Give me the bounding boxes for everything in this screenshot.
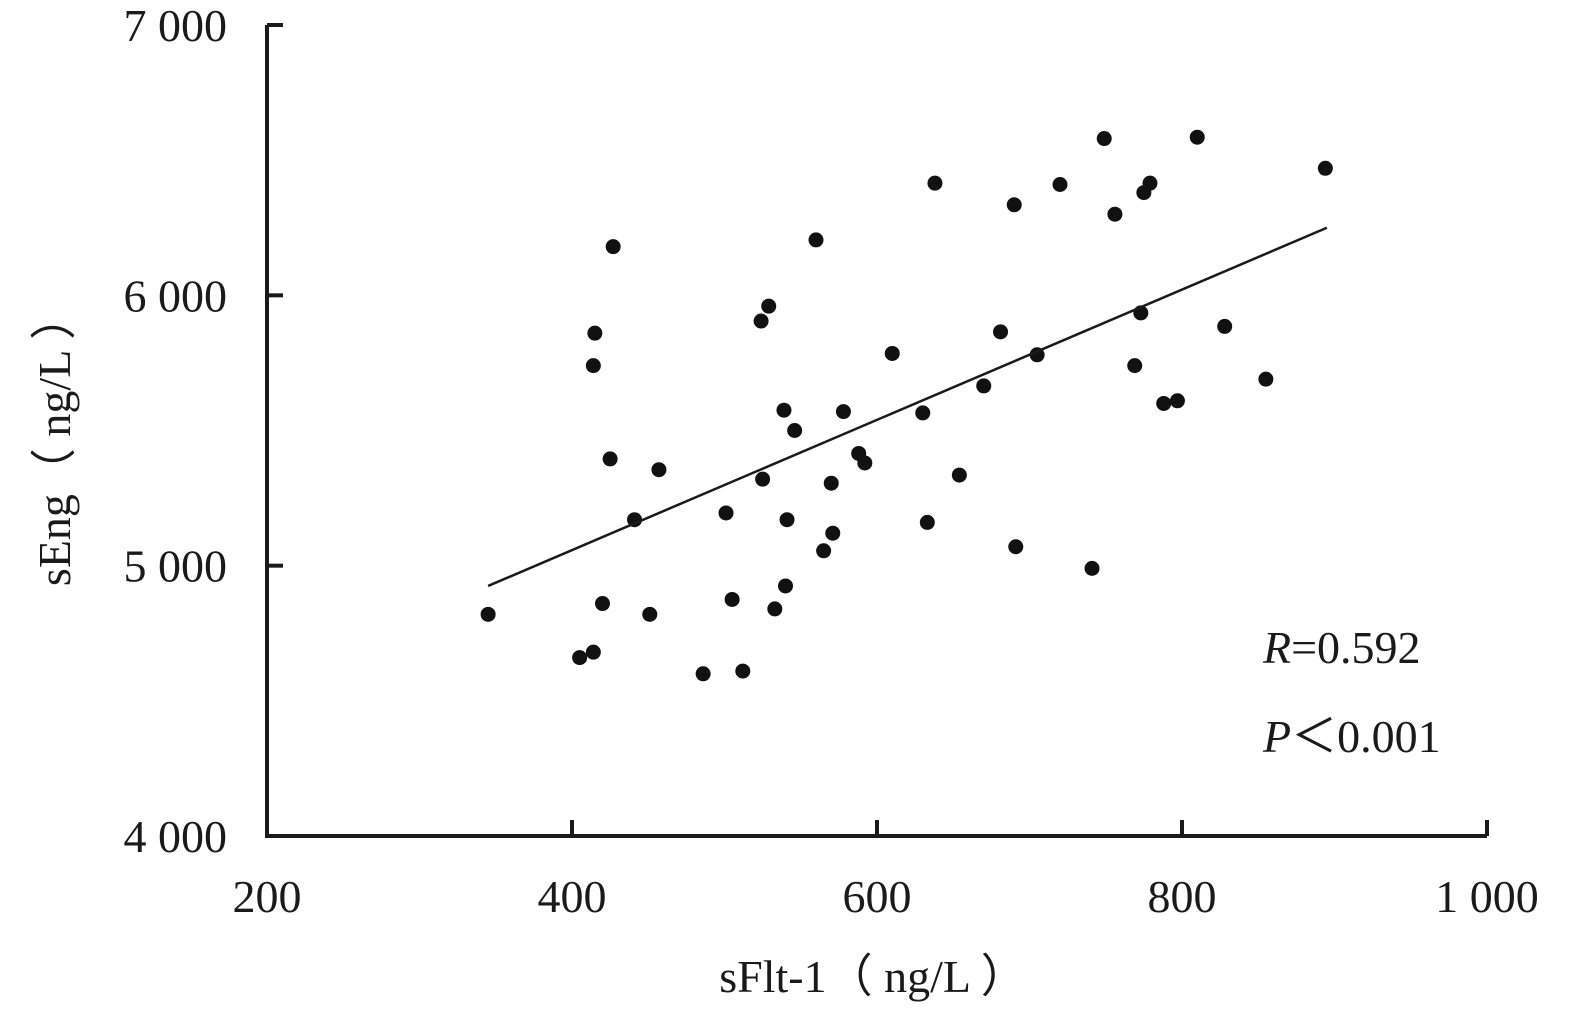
data-point [651,462,667,478]
data-point [1006,197,1022,213]
data-point [572,650,588,666]
x-tick-label: 400 [538,871,607,922]
data-point [1217,318,1233,334]
data-point [787,423,803,438]
data-point [919,514,935,530]
data-point [585,644,601,660]
data-point [1107,206,1123,222]
data-point [767,601,783,617]
x-tick-label: 800 [1148,871,1217,922]
data-point [823,475,839,491]
data-point [993,324,1009,340]
regression-line [487,226,1328,588]
data-point [735,663,751,679]
data-point [1156,395,1172,411]
x-tick-label: 200 [233,871,302,922]
data-point [857,455,873,471]
data-point [779,512,795,528]
x-axis-title: sFlt-1（ ng/L ） [719,951,1027,1002]
data-point [1317,160,1333,176]
data-point [587,325,603,341]
data-point [1169,393,1185,409]
data-point [753,313,769,329]
y-tick-label: 4 000 [124,811,228,862]
y-tick-label: 6 000 [124,270,228,321]
data-point [1142,175,1158,191]
data-point [816,543,832,559]
y-axis-title: sEng（ ng/L ） [29,294,80,586]
data-point [724,591,740,607]
data-point [1096,131,1112,147]
data-point [627,512,643,528]
data-point [927,175,943,191]
data-point [642,606,658,622]
p-value-annotation: P＜0.001 [1262,711,1441,762]
data-point [755,471,771,487]
data-point [585,358,601,374]
data-point [835,404,851,420]
data-point [1008,539,1024,555]
data-point [915,405,931,421]
y-tick-label: 7 000 [124,0,228,51]
data-point [602,451,618,467]
data-point [695,666,711,682]
data-point [778,578,793,594]
data-point [1189,129,1205,145]
data-point [761,298,777,314]
data-point [1084,560,1100,576]
data-point [1052,176,1068,192]
p-value: ＜0.001 [1291,711,1441,762]
data-point [1127,358,1143,374]
y-tick-label: 5 000 [124,541,228,592]
data-point [605,239,621,255]
data-points [480,129,1333,682]
x-tick-label: 1 000 [1435,871,1539,922]
r-value: =0.592 [1291,622,1420,673]
x-tick-label: 600 [843,871,912,922]
data-point [808,232,824,248]
data-point [884,345,900,361]
data-point [480,606,496,622]
data-point [1258,371,1274,387]
data-point [718,505,734,521]
p-symbol: P [1262,711,1291,762]
data-point [825,525,841,541]
data-point [951,467,967,483]
r-symbol: R [1262,622,1291,673]
correlation-annotation: R=0.592 [1262,622,1421,673]
data-point [776,402,792,418]
axis-ticks: 4 000 5 000 6 000 7 000 200 400 600 800 1 000 [124,0,1539,922]
data-point [595,596,610,612]
data-point [976,378,992,394]
